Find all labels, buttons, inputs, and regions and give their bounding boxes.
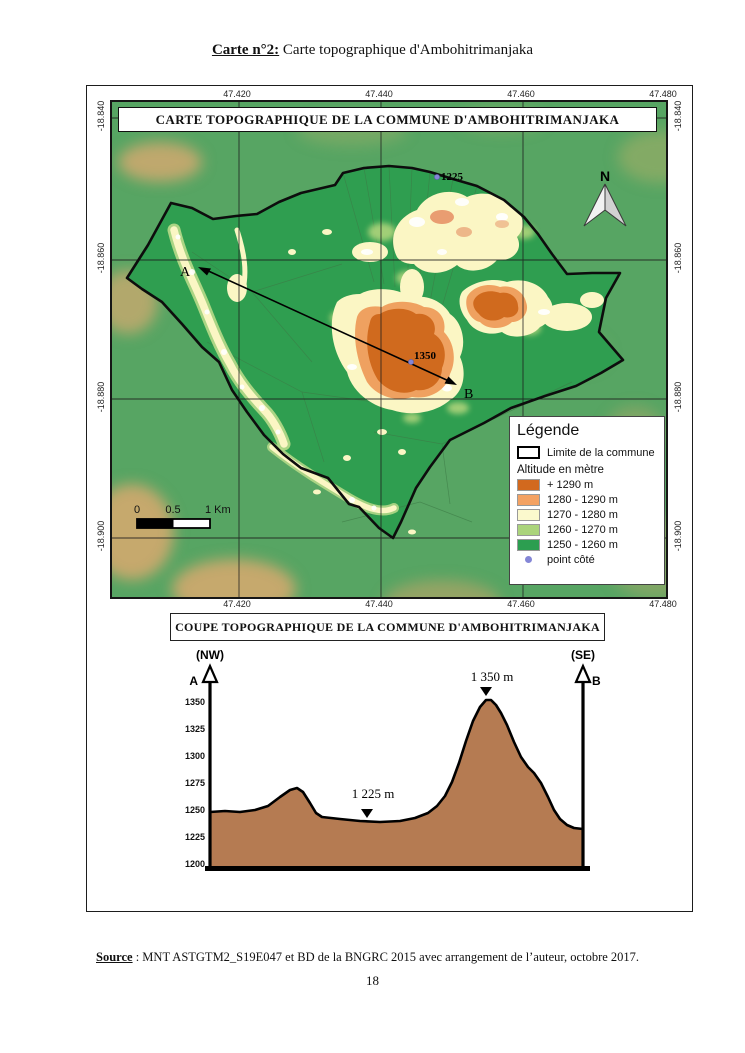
legend-item-limite: Limite de la commune — [517, 446, 657, 459]
orange-core — [367, 291, 519, 393]
map-legend: Légende Limite de la commune Altitude en… — [509, 416, 665, 585]
source-label: Source — [96, 950, 133, 964]
profile-area — [210, 700, 583, 867]
lat-tick-left-1: -18.840 — [96, 100, 106, 132]
point-cote-swatch — [517, 554, 540, 566]
lon-tick-bottom-2: 47.440 — [365, 599, 393, 609]
lon-tick-bottom-4: 47.480 — [649, 599, 677, 609]
ytick-1225: 1225 — [185, 832, 205, 842]
limite-swatch — [517, 446, 540, 459]
map-label-b: B — [464, 387, 473, 402]
lon-tick-top-2: 47.440 — [365, 89, 393, 99]
ytick-1250: 1250 — [185, 805, 205, 815]
peak-label: 1 350 m — [471, 669, 514, 684]
lon-tick-top-3: 47.460 — [507, 89, 535, 99]
lon-tick-bottom-1: 47.420 — [223, 599, 251, 609]
spot-height-1350-label: 1350 — [414, 350, 437, 362]
map-title-banner: CARTE TOPOGRAPHIQUE DE LA COMMUNE D'AMBO… — [118, 107, 657, 132]
spot-point-icon — [434, 174, 440, 180]
class4-swatch — [517, 524, 540, 536]
source-text: : MNT ASTGTM2_S19E047 et BD de la BNGRC … — [132, 950, 640, 964]
legend-item-class1: + 1290 m — [517, 479, 657, 491]
page-number: 18 — [366, 973, 379, 988]
ytick-1275: 1275 — [185, 778, 205, 788]
profile-axis-a: (NW) A — [189, 648, 224, 867]
scale-0-label: 0 — [134, 504, 140, 516]
map-label-a: A — [180, 265, 191, 280]
profile-annotation-peak: 1 350 m — [471, 669, 514, 696]
profile-se-label: (SE) — [571, 648, 595, 662]
limite-label: Limite de la commune — [547, 446, 655, 459]
class1-swatch — [517, 479, 540, 491]
legend-item-class3: 1270 - 1280 m — [517, 509, 657, 521]
lat-tick-right-3: -18.880 — [673, 381, 683, 413]
lat-tick-left-2: -18.860 — [96, 242, 106, 274]
valley-marker-icon — [361, 809, 373, 818]
legend-item-class4: 1260 - 1270 m — [517, 524, 657, 536]
north-label: N — [600, 168, 610, 184]
class4-label: 1260 - 1270 m — [547, 524, 618, 536]
legend-title: Légende — [517, 422, 580, 439]
topographic-profile-chart: (NW) A (SE) B 1350 1325 1300 1275 1250 1… — [185, 648, 601, 871]
point-cote-icon — [525, 556, 532, 563]
spot-point-icon — [408, 359, 414, 365]
north-arrow-icon: N — [583, 168, 627, 227]
scale-bar: 0 0.5 1 Km — [134, 504, 231, 529]
lat-tick-right-1: -18.840 — [673, 100, 683, 132]
figure-caption-label: Carte n°2: — [211, 42, 280, 58]
spot-height-1225: 1225 — [434, 171, 464, 183]
class1-label: + 1290 m — [547, 479, 594, 491]
scale-05-label: 0.5 — [165, 504, 180, 516]
profile-y-ticks: 1350 1325 1300 1275 1250 1225 1200 — [185, 697, 205, 869]
class3-swatch — [517, 509, 540, 521]
legend-item-class2: 1280 - 1290 m — [517, 494, 657, 506]
ytick-1200: 1200 — [185, 859, 205, 869]
legend-item-point-cote: point côté — [517, 554, 657, 566]
lon-tick-bottom-3: 47.460 — [507, 599, 535, 609]
profile-b-label: B — [592, 674, 601, 688]
legend-altitude-heading: Altitude en mètre — [517, 464, 604, 476]
spot-height-1350: 1350 — [408, 350, 437, 365]
ytick-1350: 1350 — [185, 697, 205, 707]
lat-tick-left-3: -18.880 — [96, 381, 106, 413]
spot-height-1225-label: 1225 — [441, 171, 464, 183]
point-cote-label: point côté — [547, 554, 595, 566]
peak-marker-icon — [480, 687, 492, 696]
lat-tick-left-4: -18.900 — [96, 520, 106, 552]
west-ridge-highlights — [175, 234, 377, 511]
legend-item-class5: 1250 - 1260 m — [517, 539, 657, 551]
topographic-map: A B 1225 1350 N 0 0.5 1 Km — [110, 100, 668, 599]
figure-caption-title: Carte topographique d'Ambohitrimanjaka — [279, 42, 534, 58]
commune-boundary — [125, 164, 625, 540]
lon-tick-top-1: 47.420 — [223, 89, 251, 99]
class3-label: 1270 - 1280 m — [547, 509, 618, 521]
profile-annotation-valley: 1 225 m — [352, 786, 395, 818]
profile-nw-label: (NW) — [196, 648, 224, 662]
ytick-1325: 1325 — [185, 724, 205, 734]
scale-1km-label: 1 Km — [205, 504, 231, 516]
profile-surface-line — [209, 698, 584, 831]
lon-tick-top-4: 47.480 — [649, 89, 677, 99]
class2-swatch — [517, 494, 540, 506]
class5-swatch — [517, 539, 540, 551]
source-note: Source : MNT ASTGTM2_S19E047 et BD de la… — [96, 950, 696, 965]
profile-a-label: A — [189, 674, 198, 688]
profile-axis-b: (SE) B — [571, 648, 601, 867]
figure-caption: Carte n°2: Carte topographique d'Ambohit… — [0, 42, 745, 59]
lat-tick-right-4: -18.900 — [673, 520, 683, 552]
class2-label: 1280 - 1290 m — [547, 494, 618, 506]
profile-title-box: COUPE TOPOGRAPHIQUE DE LA COMMUNE D'AMBO… — [170, 613, 605, 641]
ytick-1300: 1300 — [185, 751, 205, 761]
central-highland-white — [347, 198, 550, 392]
valley-label: 1 225 m — [352, 786, 395, 801]
lat-tick-right-2: -18.860 — [673, 242, 683, 274]
class5-label: 1250 - 1260 m — [547, 539, 618, 551]
